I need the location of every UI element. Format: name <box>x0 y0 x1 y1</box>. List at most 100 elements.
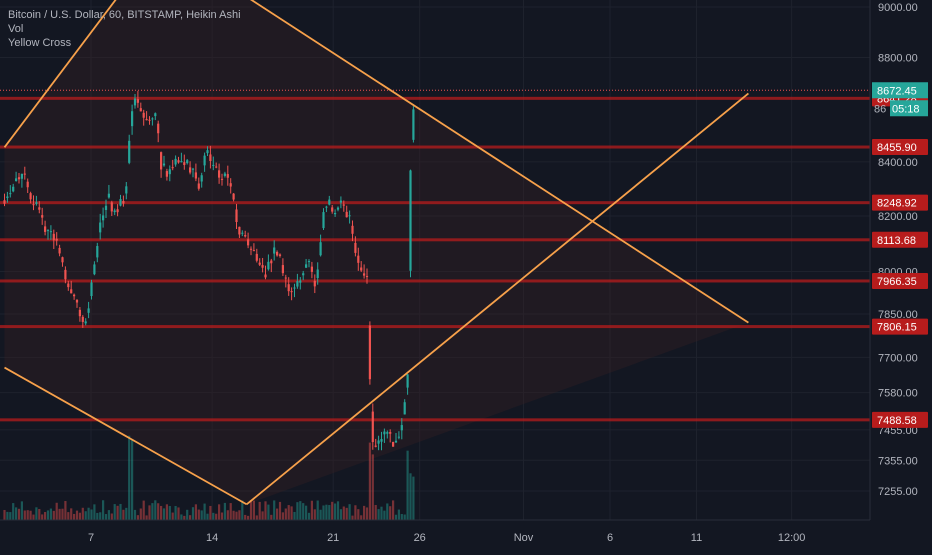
volume-bar <box>139 508 142 520</box>
volume-bar <box>394 514 398 520</box>
volume-bar <box>368 442 371 520</box>
candle-body <box>223 173 226 176</box>
candle-body <box>357 255 360 263</box>
candle-body <box>403 402 406 415</box>
candle-body <box>342 204 345 206</box>
candle-body <box>41 215 44 218</box>
volume-bar <box>302 503 305 520</box>
candle <box>334 209 337 217</box>
candle <box>180 152 183 163</box>
candle <box>261 257 264 273</box>
volume-bar <box>386 503 389 520</box>
time-tick-label: 6 <box>607 532 613 544</box>
time-axis[interactable]: 7 14 21 26 Nov 6 11 12:00 <box>0 519 870 544</box>
candle-body <box>307 261 311 263</box>
candle-body <box>200 175 203 182</box>
volume-bar <box>174 506 177 520</box>
legend-indicator[interactable]: Yellow Cross <box>8 37 72 49</box>
legend-vol[interactable]: Vol <box>8 23 24 35</box>
candle <box>383 428 386 443</box>
candle <box>38 201 41 214</box>
volume-bar <box>81 507 84 520</box>
candle-body <box>313 280 316 287</box>
legend-title[interactable]: Bitcoin / U.S. Dollar, 60, BITSTAMP, Hei… <box>8 9 241 21</box>
candle <box>142 109 145 126</box>
candle-body <box>145 119 148 121</box>
volume-bar <box>261 511 264 520</box>
candle-body <box>383 431 386 435</box>
volume-bar <box>319 509 322 520</box>
time-tick-label: 11 <box>691 532 702 544</box>
volume-bar <box>249 501 253 520</box>
candle-body <box>371 411 374 443</box>
candle-body <box>26 181 29 188</box>
candle-body <box>392 441 395 447</box>
candle-body <box>44 226 47 232</box>
candle-body <box>394 440 398 443</box>
volume-bar <box>365 507 369 520</box>
candle <box>255 248 258 263</box>
volume-bar <box>258 501 261 520</box>
volume-bar <box>131 439 134 520</box>
volume-bar <box>392 500 395 520</box>
candle-body <box>328 199 331 205</box>
volume-bar <box>119 503 122 520</box>
candle-body <box>252 250 255 252</box>
volume-bar <box>9 512 12 520</box>
last-price-prefix: 86 <box>874 103 886 115</box>
candle <box>197 177 200 191</box>
candle-body <box>377 440 380 444</box>
candle <box>403 399 406 415</box>
candle <box>377 435 380 451</box>
volume-bar <box>374 505 377 520</box>
volume-bar <box>345 507 348 520</box>
candle <box>131 104 134 135</box>
volume-bar <box>284 508 287 520</box>
last-price-label: 8672.45 <box>877 85 917 97</box>
trend-line <box>4 366 248 506</box>
volume-bar <box>6 511 9 520</box>
candle-body <box>93 264 96 275</box>
volume-bar <box>17 508 21 520</box>
volume-bar <box>75 510 79 520</box>
candle-body <box>183 162 186 166</box>
volume-bar <box>215 513 218 520</box>
candle-body <box>151 118 154 120</box>
candle <box>394 432 398 443</box>
chart-legend: Bitcoin / U.S. Dollar, 60, BITSTAMP, Hei… <box>8 8 241 50</box>
volume-bar <box>281 512 284 520</box>
candle <box>276 250 279 257</box>
trend-lines[interactable] <box>3 0 749 506</box>
candle-body <box>389 432 392 434</box>
candle-body <box>232 193 235 200</box>
candle <box>154 112 157 121</box>
volume-bar <box>35 507 38 520</box>
volume-bar <box>322 505 325 520</box>
candle <box>15 171 18 182</box>
candle <box>310 261 313 279</box>
candle <box>290 287 293 301</box>
candle <box>189 161 192 175</box>
volume-bar <box>29 510 32 520</box>
volume-bar <box>400 514 403 520</box>
candle <box>151 117 154 126</box>
volume-bar <box>110 513 113 520</box>
volume-bar <box>328 505 331 520</box>
volume-bar <box>380 506 383 520</box>
volume-bar <box>255 515 258 520</box>
volume-bar <box>168 506 171 520</box>
candle-body <box>12 186 15 192</box>
candle <box>35 195 38 206</box>
candle <box>157 120 160 143</box>
candle-body <box>165 171 168 177</box>
candle-body <box>293 287 296 289</box>
volume-bar <box>206 513 209 520</box>
volume-bar <box>270 514 273 520</box>
level-label: 8455.90 <box>877 142 917 154</box>
candle <box>46 229 50 240</box>
volume-bar <box>200 510 203 520</box>
candle <box>215 162 218 169</box>
volume-bar <box>412 476 415 520</box>
